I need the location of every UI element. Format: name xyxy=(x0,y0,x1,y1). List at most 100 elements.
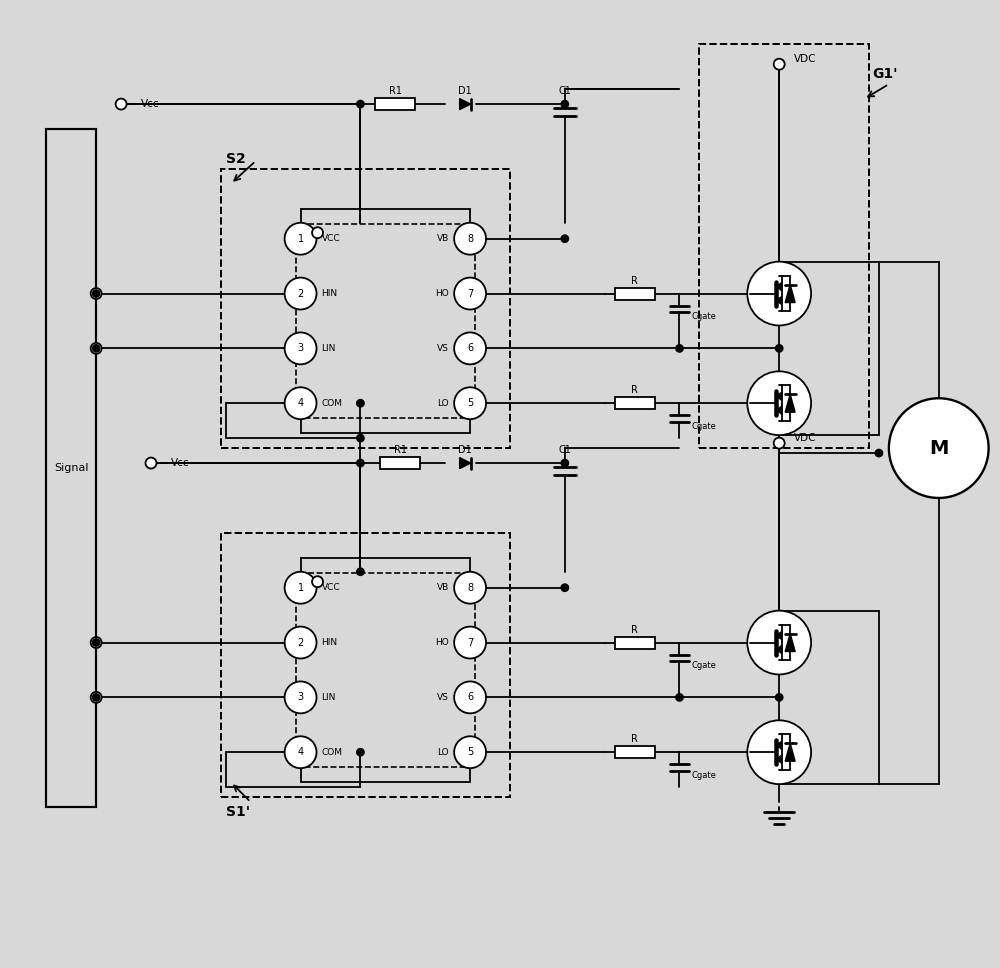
Circle shape xyxy=(774,438,785,448)
Text: R: R xyxy=(631,735,638,744)
Text: 8: 8 xyxy=(467,233,473,244)
Circle shape xyxy=(357,101,364,107)
Text: 4: 4 xyxy=(298,747,304,757)
Text: HO: HO xyxy=(435,289,449,298)
Text: D1: D1 xyxy=(458,86,472,96)
Text: HO: HO xyxy=(435,638,449,647)
Circle shape xyxy=(146,458,156,469)
Polygon shape xyxy=(785,743,795,761)
Bar xyxy=(615,397,655,409)
Text: R1: R1 xyxy=(389,86,402,96)
Text: R: R xyxy=(631,276,638,286)
Polygon shape xyxy=(776,283,782,290)
Text: VB: VB xyxy=(437,583,449,592)
Circle shape xyxy=(285,681,317,713)
Circle shape xyxy=(454,626,486,658)
Circle shape xyxy=(357,400,364,407)
Polygon shape xyxy=(785,394,795,412)
Polygon shape xyxy=(776,741,782,749)
Polygon shape xyxy=(776,407,782,414)
Circle shape xyxy=(561,585,568,591)
Text: 3: 3 xyxy=(298,692,304,703)
Text: VB: VB xyxy=(437,234,449,243)
Text: LO: LO xyxy=(438,399,449,408)
Text: Vcc: Vcc xyxy=(171,458,190,469)
Polygon shape xyxy=(776,631,782,640)
Circle shape xyxy=(676,345,683,352)
Circle shape xyxy=(285,572,317,604)
Text: COM: COM xyxy=(322,399,343,408)
Text: 6: 6 xyxy=(467,692,473,703)
Circle shape xyxy=(454,332,486,364)
Polygon shape xyxy=(776,646,782,653)
Circle shape xyxy=(889,398,989,498)
Text: VS: VS xyxy=(437,344,449,353)
Text: 7: 7 xyxy=(467,638,473,648)
Text: LIN: LIN xyxy=(322,693,336,702)
Text: 4: 4 xyxy=(298,398,304,408)
Circle shape xyxy=(285,278,317,310)
Circle shape xyxy=(454,681,486,713)
Circle shape xyxy=(91,692,102,703)
Text: Cgate: Cgate xyxy=(691,661,716,670)
Circle shape xyxy=(561,235,568,242)
Polygon shape xyxy=(776,296,782,305)
Text: 1: 1 xyxy=(298,583,304,592)
Polygon shape xyxy=(776,755,782,763)
Bar xyxy=(296,224,475,418)
Circle shape xyxy=(875,449,882,457)
Circle shape xyxy=(747,261,811,325)
Text: VCC: VCC xyxy=(322,583,340,592)
Circle shape xyxy=(285,626,317,658)
Text: R1: R1 xyxy=(394,445,407,455)
Text: Signal: Signal xyxy=(54,463,88,473)
Text: M: M xyxy=(929,439,948,458)
Text: COM: COM xyxy=(322,747,343,757)
Circle shape xyxy=(93,694,100,701)
Text: VCC: VCC xyxy=(322,234,340,243)
Text: R: R xyxy=(631,624,638,635)
Bar xyxy=(380,457,420,469)
Text: Vcc: Vcc xyxy=(141,99,160,109)
Text: HIN: HIN xyxy=(322,289,338,298)
Bar xyxy=(699,45,869,448)
Bar xyxy=(615,637,655,649)
Bar xyxy=(615,287,655,299)
Text: R: R xyxy=(631,385,638,395)
Text: LO: LO xyxy=(438,747,449,757)
Bar xyxy=(296,573,475,768)
Circle shape xyxy=(357,460,364,467)
Circle shape xyxy=(454,278,486,310)
Text: 7: 7 xyxy=(467,288,473,298)
Circle shape xyxy=(454,572,486,604)
Circle shape xyxy=(93,290,100,297)
Text: C1: C1 xyxy=(558,86,571,96)
Circle shape xyxy=(91,343,102,354)
Text: 6: 6 xyxy=(467,344,473,353)
Circle shape xyxy=(312,576,323,588)
Circle shape xyxy=(747,611,811,675)
Text: D1: D1 xyxy=(458,445,472,455)
Text: 3: 3 xyxy=(298,344,304,353)
Text: 5: 5 xyxy=(467,747,473,757)
Text: VS: VS xyxy=(437,693,449,702)
Circle shape xyxy=(285,332,317,364)
Text: HIN: HIN xyxy=(322,638,338,647)
Text: G1': G1' xyxy=(872,67,897,81)
Polygon shape xyxy=(776,392,782,400)
Text: Cgate: Cgate xyxy=(691,312,716,321)
Text: VDC: VDC xyxy=(794,54,817,64)
Circle shape xyxy=(454,223,486,255)
Circle shape xyxy=(91,288,102,299)
Circle shape xyxy=(561,101,568,107)
Bar xyxy=(221,168,510,448)
Circle shape xyxy=(747,372,811,436)
Circle shape xyxy=(312,227,323,238)
Circle shape xyxy=(454,737,486,769)
Text: Cgate: Cgate xyxy=(691,771,716,779)
Circle shape xyxy=(747,720,811,784)
Text: S1': S1' xyxy=(226,805,250,819)
Circle shape xyxy=(357,568,364,575)
Bar xyxy=(615,746,655,758)
Bar xyxy=(46,129,96,807)
